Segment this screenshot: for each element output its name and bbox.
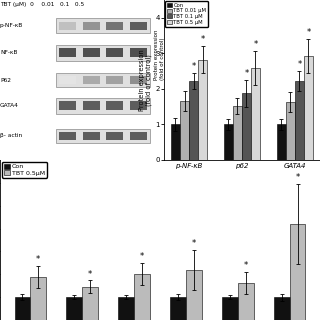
Text: *: * [36,255,40,264]
Bar [60,101,76,110]
Y-axis label: Protein expression
(fold of control): Protein expression (fold of control) [139,49,152,111]
Text: *: * [253,40,258,49]
Bar [171,124,180,160]
Bar [180,101,189,160]
Bar [14,297,30,320]
Text: *: * [88,270,92,279]
Bar [56,98,150,114]
Bar [60,76,76,84]
Text: *: * [296,173,300,182]
Text: p-NF-κB: p-NF-κB [0,23,23,28]
Bar [224,124,233,160]
Bar [83,101,100,110]
Bar [82,287,98,320]
Bar [106,101,123,110]
Bar [189,81,198,160]
Bar [60,48,76,57]
Bar [242,93,251,160]
Bar [198,60,207,160]
Text: *: * [244,68,249,77]
Bar [130,132,147,140]
Bar [83,48,100,57]
Bar [274,297,290,320]
Bar [290,224,306,320]
Text: *: * [200,35,204,44]
Text: *: * [140,252,144,261]
Text: GATA4: GATA4 [0,103,19,108]
Bar [56,73,150,87]
Bar [130,22,147,29]
Text: *: * [306,28,310,37]
Legend: Con, TBT 0.01 μM, TBT 0.1 μM, TBT 0.5 μM: Con, TBT 0.01 μM, TBT 0.1 μM, TBT 0.5 μM [165,1,208,27]
Bar [295,81,304,160]
Bar [56,45,150,61]
Text: *: * [191,62,196,71]
Bar [277,124,286,160]
Bar [83,22,100,29]
Bar [238,283,253,320]
Bar [83,132,100,140]
Bar [251,68,260,160]
Bar [222,297,238,320]
Bar [83,76,100,84]
Legend: Con, TBT 0.5μM: Con, TBT 0.5μM [2,162,47,178]
Bar [60,132,76,140]
Bar [233,106,242,160]
Text: *: * [192,239,196,248]
Bar [118,297,134,320]
Bar [170,297,186,320]
Text: Protein expression
(fold of control): Protein expression (fold of control) [154,29,164,80]
Bar [67,297,82,320]
Bar [106,48,123,57]
Bar [286,102,295,160]
Bar [130,76,147,84]
Bar [60,22,76,29]
Bar [106,132,123,140]
Bar [56,129,150,143]
Text: P62: P62 [0,77,11,83]
Text: *: * [297,60,301,69]
Bar [130,48,147,57]
Text: β- actin: β- actin [0,133,22,139]
Bar [130,101,147,110]
Bar [134,274,150,320]
Text: TBT (μM)  0    0.01   0.1   0.5: TBT (μM) 0 0.01 0.1 0.5 [0,2,84,7]
Bar [56,19,150,33]
Bar [106,76,123,84]
Bar [30,276,46,320]
Text: *: * [244,261,248,270]
Bar [186,270,202,320]
Bar [106,22,123,29]
Bar [304,56,313,160]
Text: NF-κB: NF-κB [0,50,17,55]
